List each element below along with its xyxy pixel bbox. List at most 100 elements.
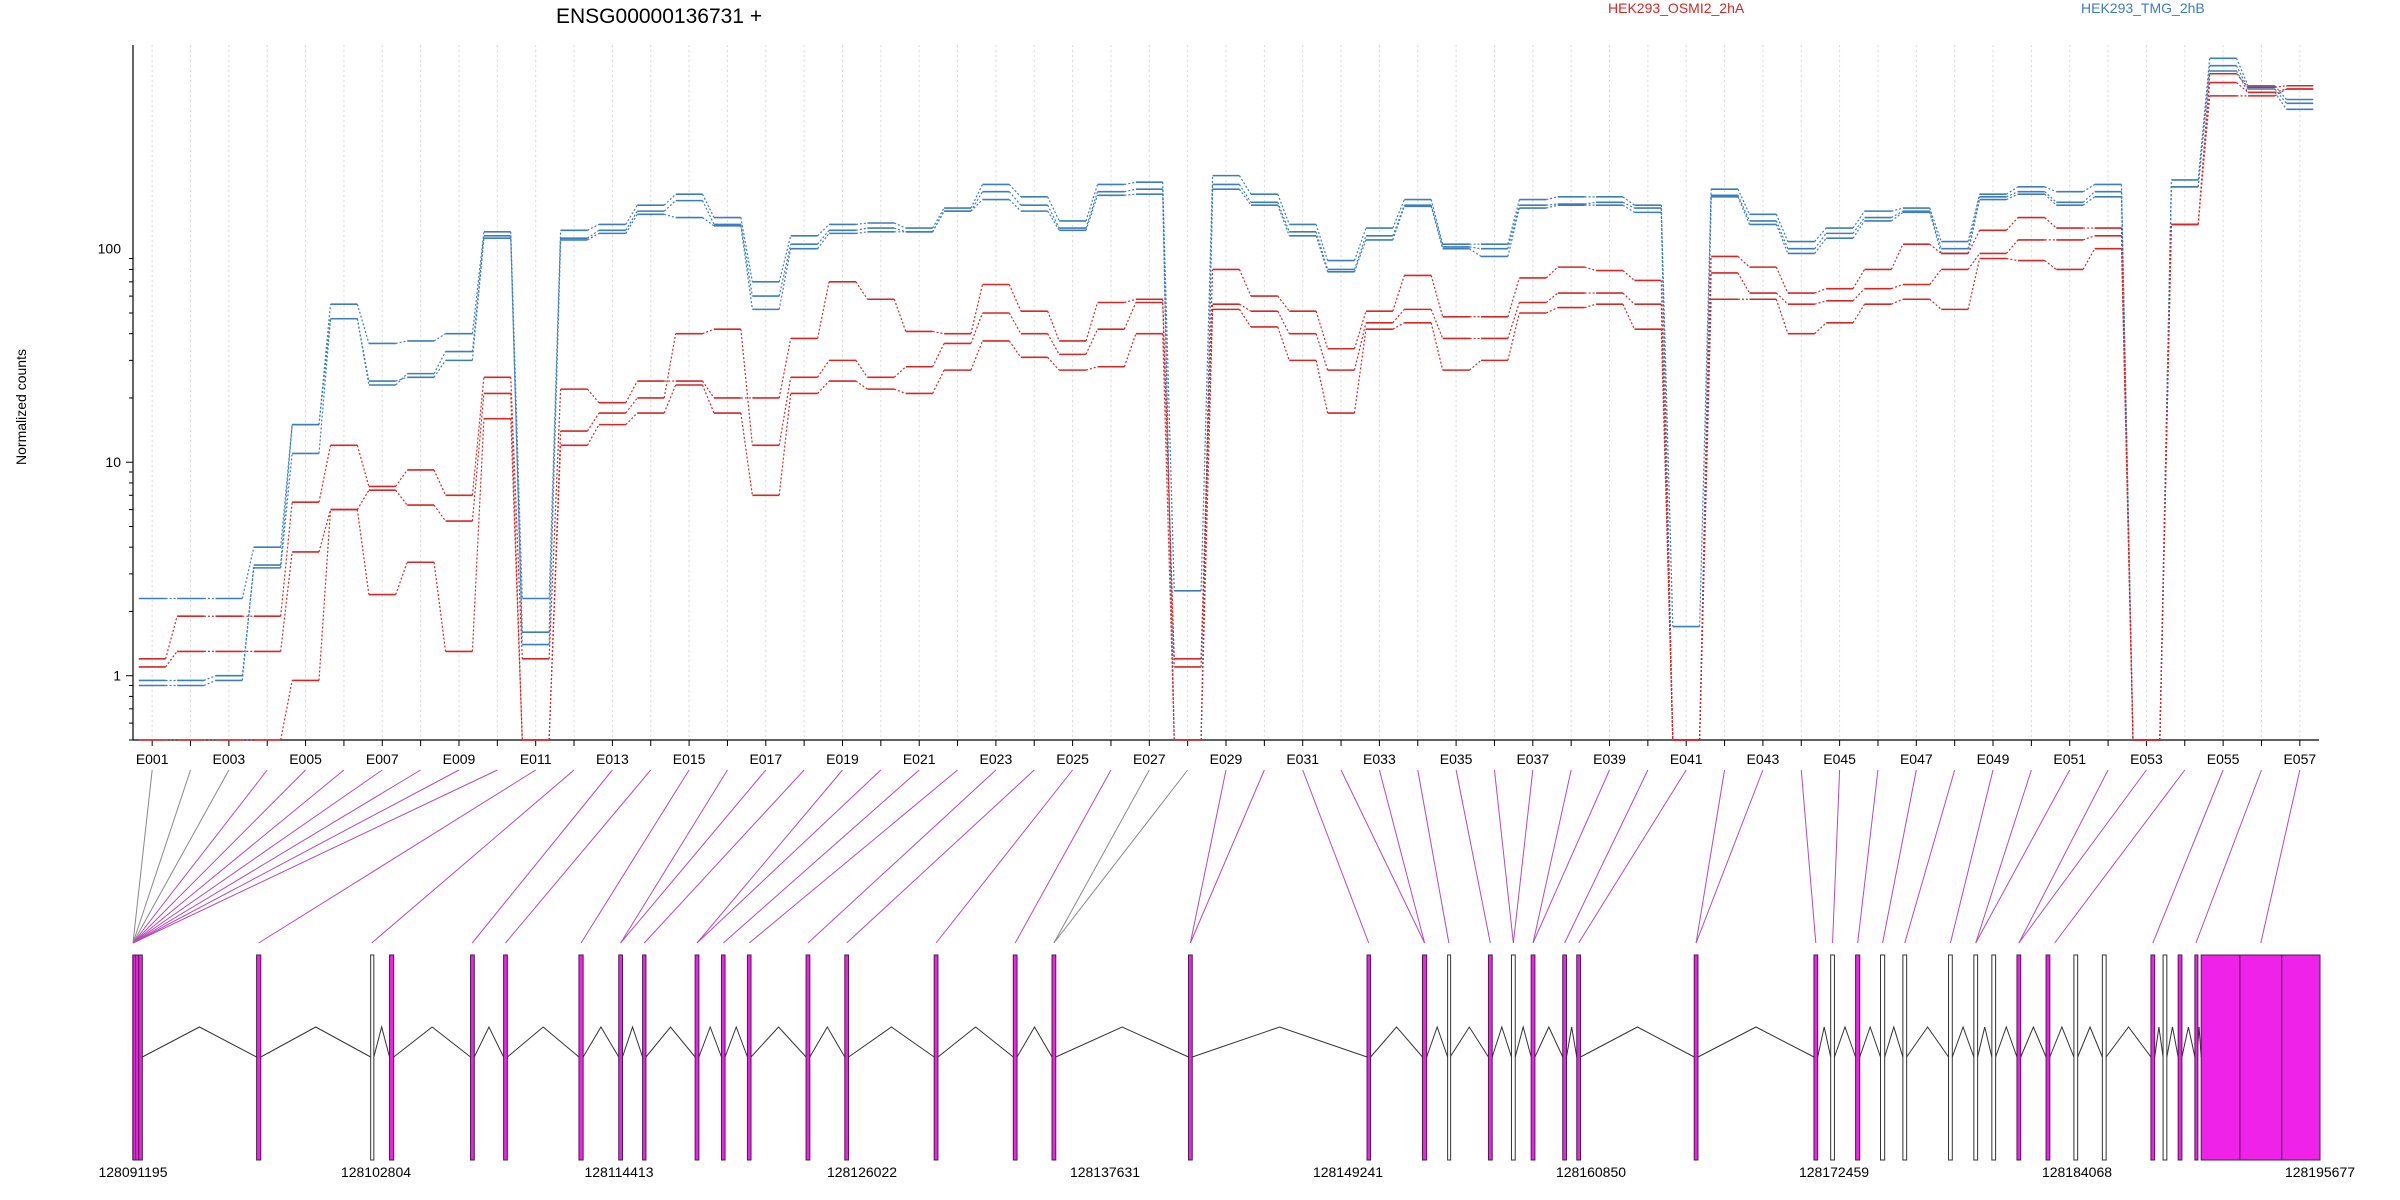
exon-block-E003 <box>138 954 143 1161</box>
series-connector <box>778 244 792 297</box>
exon-link-E024 <box>846 769 1035 944</box>
series-connector <box>893 299 907 332</box>
series-connector <box>2006 186 2019 195</box>
series-connector <box>625 397 638 414</box>
exon-block-E041 <box>2101 954 2107 1161</box>
series-connector <box>778 377 792 446</box>
series-connector <box>433 504 447 522</box>
series-connector <box>1353 235 1367 270</box>
exon-link-E045 <box>1832 769 1841 944</box>
genomic-tick-label: 128102804 <box>341 1164 411 1180</box>
exon-block-E023 <box>1447 954 1452 1161</box>
exon-block-E034 <box>1902 954 1908 1161</box>
series-connector <box>1545 307 1558 314</box>
genomic-tick-label: 128091195 <box>98 1164 167 1180</box>
series-connector <box>1124 298 1137 304</box>
series-connector <box>1967 230 1981 254</box>
series-connector <box>203 679 216 687</box>
intron-connector <box>142 1026 257 1058</box>
intron-connector <box>1016 1026 1053 1058</box>
intron-connector <box>1426 1025 1449 1058</box>
series-connector <box>1238 188 1252 206</box>
series-connector <box>1737 188 1751 215</box>
series-connector <box>471 393 485 522</box>
exon-block-E012 <box>694 954 700 1161</box>
exon-link-E047 <box>1882 769 1917 944</box>
series-connector <box>1814 322 1827 335</box>
series-connector <box>1967 199 1981 254</box>
exon-link-E018 <box>643 769 805 944</box>
series-connector <box>932 343 945 368</box>
intron-connector <box>1951 1025 1975 1058</box>
exon-link-E014 <box>505 769 652 944</box>
series-connector <box>2044 217 2057 229</box>
genomic-tick-label: 128184068 <box>2042 1164 2112 1180</box>
series-connector <box>816 281 830 339</box>
exon-link-E042 <box>1695 769 1726 944</box>
exon-block-E040 <box>2073 954 2079 1161</box>
series-connector <box>970 312 984 344</box>
x-tick-label-E053: E053 <box>2130 751 2163 767</box>
intron-connector <box>507 1026 580 1058</box>
exon-block-E035 <box>1948 954 1953 1161</box>
series-connector <box>1008 199 1022 212</box>
series-connector <box>1775 266 1789 294</box>
exon-link-E001 <box>132 769 153 944</box>
series-connector <box>1008 284 1022 312</box>
series-connector <box>280 453 293 568</box>
exon-link-E038 <box>1532 769 1572 944</box>
series-connector <box>2197 73 2211 225</box>
exon-block-E015 <box>805 954 811 1161</box>
series-connector <box>1085 366 1098 371</box>
series-connector <box>1622 204 1635 213</box>
exon-block-E024 <box>1487 954 1493 1161</box>
series-connector <box>932 207 945 229</box>
exon-link-E044 <box>1800 769 1817 944</box>
exon-link-E043 <box>1695 769 1764 944</box>
series-connector <box>1124 193 1136 196</box>
series-connector <box>1546 196 1558 201</box>
series-connector <box>1277 310 1290 334</box>
x-tick-label-E019: E019 <box>826 751 859 767</box>
y-tick-label: 10 <box>105 454 121 470</box>
intron-connector <box>750 1026 807 1058</box>
series-connector <box>1238 269 1252 297</box>
series-connector <box>2006 191 2019 198</box>
series-connector <box>1008 184 1022 198</box>
series-connector <box>1353 227 1367 261</box>
series-connector <box>1929 207 1942 242</box>
series-connector <box>280 424 293 548</box>
series-connector <box>1507 199 1520 245</box>
series-connector <box>1852 220 1866 239</box>
series-connector <box>2082 183 2095 193</box>
series-connector <box>471 377 485 496</box>
series-connector <box>280 502 293 617</box>
series-connector <box>1699 196 1712 741</box>
x-tick-label-E009: E009 <box>443 751 476 767</box>
exon-block-E046 <box>2200 954 2241 1161</box>
exon-link-E010 <box>132 769 498 944</box>
series-connector <box>1008 312 1022 334</box>
series-connector <box>548 431 562 741</box>
series-connector <box>740 329 753 446</box>
series-connector <box>2006 193 2019 201</box>
series-connector <box>318 509 332 553</box>
series-connector <box>1891 207 1904 212</box>
series-connector <box>471 235 485 352</box>
series-connector <box>2236 65 2249 90</box>
intron-connector <box>645 1026 696 1058</box>
series-connector <box>1929 243 1942 254</box>
series-connector <box>318 318 332 454</box>
exon-block-E009 <box>578 954 584 1161</box>
intron-connector <box>2077 1025 2103 1058</box>
series-connector <box>855 222 868 225</box>
series-connector <box>702 380 715 399</box>
exon-block-E028 <box>1576 954 1582 1161</box>
exon-block-E011 <box>642 954 647 1161</box>
series-connector <box>1469 246 1482 250</box>
series-connector <box>433 562 447 652</box>
intron-connector <box>698 1025 722 1058</box>
series-connector <box>1315 310 1329 349</box>
intron-connector <box>373 1025 391 1058</box>
x-tick-label-E037: E037 <box>1516 751 1549 767</box>
